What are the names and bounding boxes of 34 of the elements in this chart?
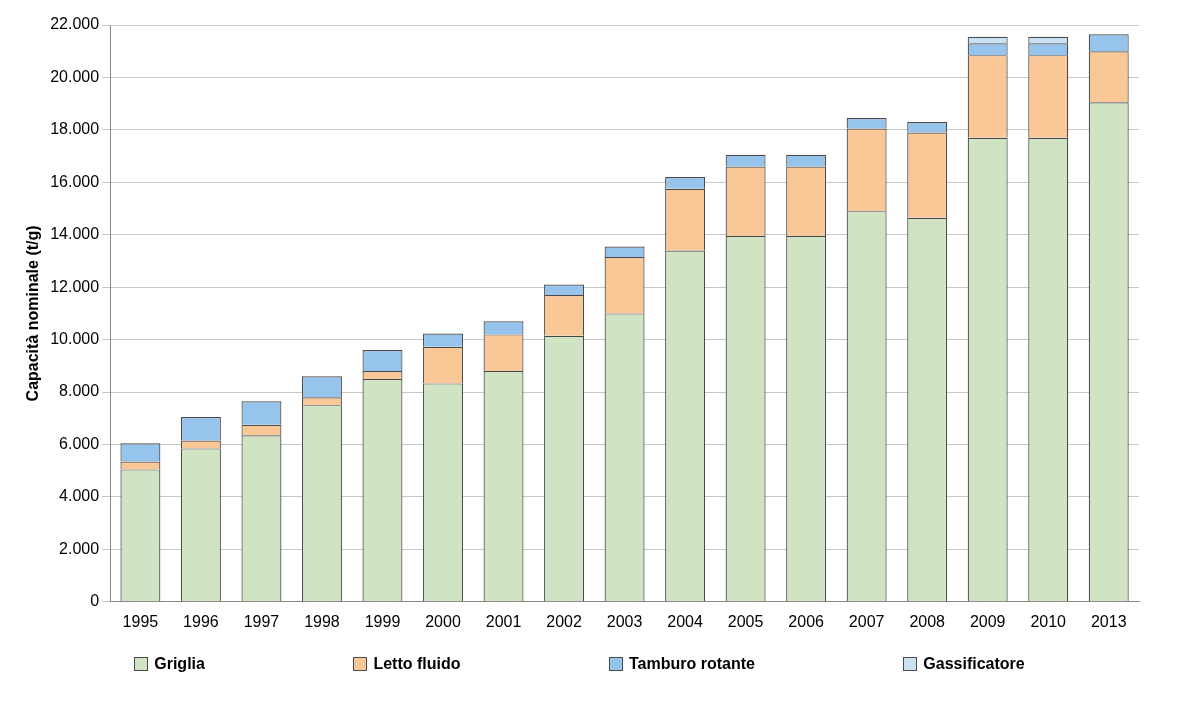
x-tick-label: 1998 [304, 612, 340, 630]
y-tick-label: 10.000 [50, 330, 100, 348]
x-tick-label: 2005 [727, 612, 764, 630]
x-tick-label: 1999 [364, 612, 401, 630]
x-tick-label: 2013 [1090, 612, 1127, 630]
y-tick-label: 4.000 [59, 487, 100, 505]
legend-label: Griglia [154, 655, 205, 673]
y-tick-label: 22.000 [50, 15, 100, 33]
y-tick-label: 6.000 [59, 434, 100, 452]
x-tick-label: 1997 [243, 612, 280, 630]
y-tick-label: 18.000 [50, 120, 100, 138]
x-tick-label: 2001 [485, 612, 522, 630]
x-tick-label: 2008 [909, 612, 946, 630]
legend-label: Letto fluido [373, 655, 461, 673]
y-axis-title: Capacità nominale (t/g) [24, 225, 42, 402]
y-tick-label: 20.000 [50, 67, 100, 85]
legend-label: Tamburo rotante [628, 655, 755, 673]
y-tick-label: 0 [90, 592, 100, 610]
y-tick-label: 8.000 [59, 382, 100, 400]
x-tick-label: 2007 [848, 612, 885, 630]
x-tick-label: 2010 [1030, 612, 1067, 630]
y-tick-label: 2.000 [59, 539, 100, 557]
x-tick-label: 1995 [122, 612, 159, 630]
y-tick-label: 14.000 [50, 225, 100, 243]
x-tick-label: 2004 [667, 612, 703, 630]
y-tick-label: 12.000 [50, 277, 100, 295]
x-tick-label: 2006 [788, 612, 825, 630]
x-tick-label: 2009 [969, 612, 1006, 630]
x-tick-label: 2003 [606, 612, 643, 630]
legend-label: Gassificatore [923, 655, 1025, 673]
x-tick-label: 2000 [425, 612, 461, 630]
x-tick-label: 1996 [183, 612, 219, 630]
y-tick-label: 16.000 [50, 172, 100, 190]
x-tick-label: 2002 [546, 612, 582, 630]
